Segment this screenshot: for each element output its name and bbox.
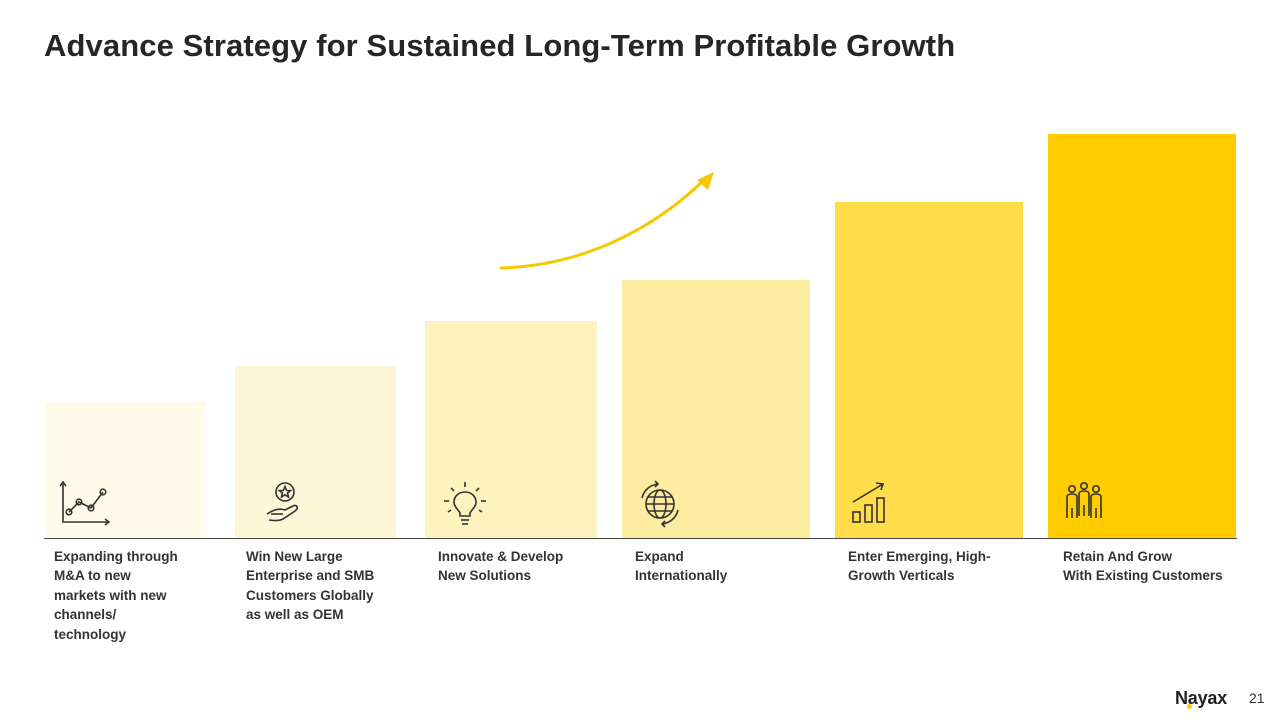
step-label-2: Win New Large Enterprise and SMB Custome… (246, 549, 375, 623)
lightbulb-icon (439, 480, 491, 528)
line-chart-icon (59, 480, 111, 528)
step-label-1: Expanding through M&A to new markets wit… (54, 549, 178, 642)
logo-accent-dot (1187, 704, 1192, 709)
bar-step-1 (45, 402, 206, 538)
bar-step-4 (622, 280, 810, 538)
baseline-divider (44, 538, 1237, 539)
step-label-4: Expand Internationally (635, 549, 728, 584)
globe-icon (636, 480, 688, 528)
growth-chart-icon (849, 480, 901, 528)
page-number: 21 (1249, 690, 1265, 706)
step-label-6: Retain And Grow With Existing Customers (1063, 549, 1223, 584)
step-label-5: Enter Emerging, High- Growth Verticals (848, 549, 991, 584)
hand-star-icon (249, 480, 301, 528)
bar-step-5 (835, 202, 1023, 538)
bar-step-2 (235, 366, 396, 538)
people-group-icon (1062, 480, 1114, 528)
bar-step-6 (1048, 134, 1236, 538)
bar-step-3 (425, 321, 597, 538)
step-label-3: Innovate & Develop New Solutions (438, 549, 564, 584)
nayax-logo: Nayax (1175, 688, 1228, 708)
page-title: Advance Strategy for Sustained Long-Term… (44, 28, 956, 63)
